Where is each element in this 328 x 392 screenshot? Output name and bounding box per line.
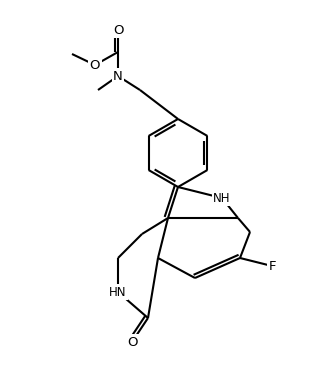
Text: F: F (268, 260, 276, 272)
Text: O: O (127, 336, 137, 348)
Text: O: O (90, 58, 100, 71)
Text: N: N (113, 69, 123, 82)
Text: HN: HN (109, 285, 127, 298)
Text: NH: NH (213, 192, 231, 205)
Text: O: O (113, 24, 123, 36)
